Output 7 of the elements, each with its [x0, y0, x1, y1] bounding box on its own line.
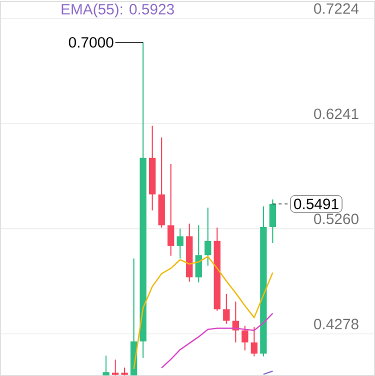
y-tick-label: 0.6241 — [314, 108, 358, 120]
text: 0.5491 — [294, 198, 338, 210]
y-tick-label: 0.7224 — [314, 3, 359, 14]
annotation: 0.7000 — [68, 37, 114, 48]
annotation: EMA(55): 0.5923 — [62, 4, 174, 18]
y-tick-label: 0.4278 — [314, 318, 358, 330]
y-tick-label: 0.5260 — [314, 214, 358, 224]
